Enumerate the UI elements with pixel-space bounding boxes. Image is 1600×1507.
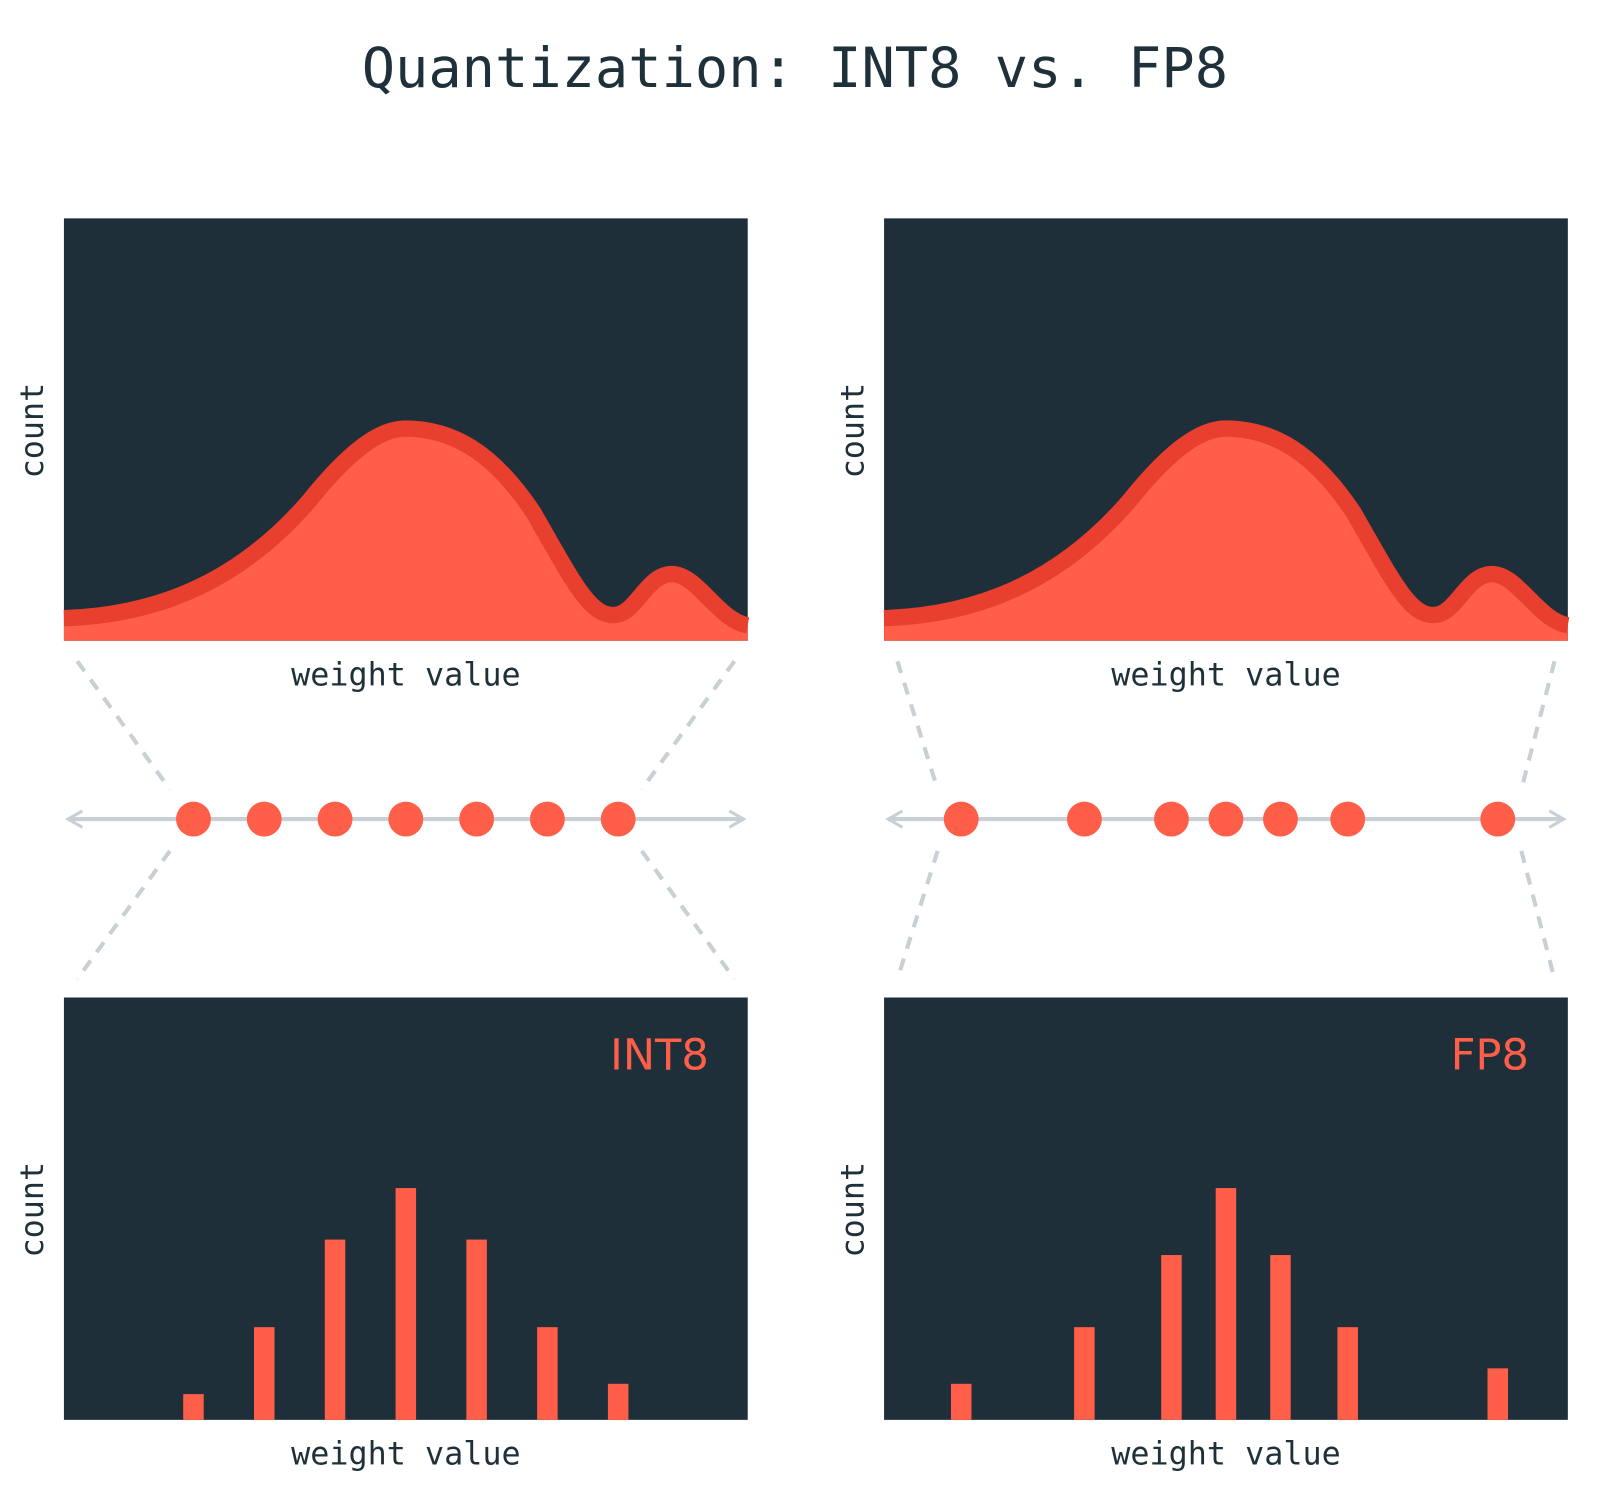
- format-label: FP8: [1451, 1030, 1529, 1080]
- bar: [1337, 1327, 1358, 1420]
- bar: [537, 1327, 558, 1420]
- quantization-level: [1066, 801, 1102, 837]
- bar: [395, 1188, 417, 1420]
- zoom-guide: [75, 849, 172, 981]
- bar: [950, 1383, 972, 1420]
- y-axis-label: count: [15, 1162, 51, 1258]
- quantization-level: [317, 801, 353, 837]
- bar: [253, 1327, 275, 1420]
- distribution: [63, 420, 750, 641]
- zoom-guide: [895, 850, 940, 980]
- quantization-level: [388, 801, 424, 837]
- bar: [324, 1239, 346, 1420]
- quantization-level: [459, 801, 495, 837]
- zoom-guide: [895, 660, 940, 790]
- quantization-level: [1330, 801, 1366, 837]
- title: Quantization: INT8 vs. FP8: [362, 37, 1228, 101]
- zoom-guide: [75, 660, 172, 791]
- bar: [1215, 1188, 1237, 1420]
- quantization-level: [600, 801, 636, 837]
- bar: [1161, 1255, 1182, 1420]
- bar: [183, 1394, 204, 1420]
- zoom-guide: [1519, 660, 1557, 790]
- y-axis-label: count: [835, 1162, 871, 1258]
- bar: [1270, 1255, 1291, 1420]
- quantization-level: [246, 801, 282, 837]
- x-axis-label: weight value: [291, 1437, 520, 1473]
- quantization-level: [943, 801, 979, 837]
- quantization-level: [1154, 801, 1189, 837]
- zoom-guide: [640, 660, 737, 791]
- bar: [607, 1383, 629, 1420]
- quantization-level: [529, 801, 565, 837]
- x-axis-label: weight value: [1111, 1437, 1340, 1473]
- distribution: [883, 420, 1571, 641]
- quantization-level: [1263, 801, 1298, 837]
- bar: [1074, 1327, 1095, 1420]
- bar: [466, 1239, 487, 1420]
- y-axis-label: count: [15, 383, 51, 479]
- distribution-curve: [883, 420, 1571, 634]
- x-axis-label: weight value: [291, 658, 520, 694]
- quantization-level: [176, 801, 211, 837]
- bar: [1487, 1368, 1509, 1420]
- quantization-level: [1480, 801, 1516, 837]
- zoom-guide: [640, 849, 737, 981]
- zoom-guide: [1519, 850, 1557, 980]
- y-axis-label: count: [835, 383, 871, 479]
- x-axis-label: weight value: [1111, 658, 1340, 694]
- format-label: INT8: [610, 1030, 709, 1080]
- distribution-curve: [63, 420, 750, 634]
- quantization-level: [1208, 801, 1244, 837]
